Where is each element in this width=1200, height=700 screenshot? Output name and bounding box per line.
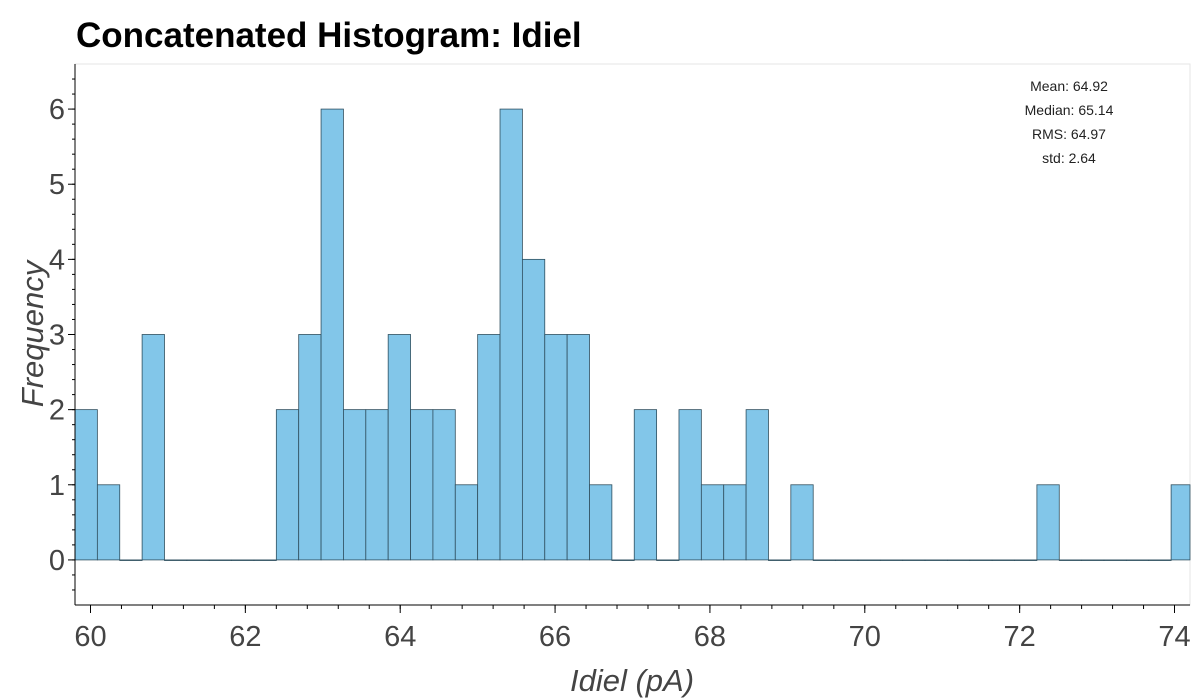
- histogram-bar: [700, 484, 725, 561]
- histogram-bar: [969, 559, 993, 561]
- histogram-bar: [96, 484, 121, 561]
- histogram-bar: [656, 559, 680, 561]
- histogram-bar: [991, 559, 1015, 561]
- histogram-bar: [186, 559, 210, 561]
- stats-line: Median: 65.14: [1025, 102, 1114, 118]
- histogram-bar: [678, 409, 702, 561]
- histogram-bar: [1103, 559, 1127, 561]
- y-tick-label: 1: [49, 470, 65, 502]
- histogram-bar: [231, 559, 255, 561]
- histogram-bar: [365, 409, 389, 561]
- histogram-bar: [521, 258, 546, 561]
- histogram-bar: [432, 409, 456, 561]
- histogram-bar: [1125, 559, 1150, 561]
- histogram-bar: [745, 409, 769, 561]
- y-tick-label: 5: [49, 169, 65, 201]
- x-tick-label: 70: [849, 621, 881, 653]
- histogram-bar: [835, 559, 859, 561]
- stats-line: std: 2.64: [1042, 150, 1096, 166]
- x-tick-label: 72: [1004, 621, 1036, 653]
- histogram-bar: [902, 559, 926, 561]
- histogram-bar: [1014, 559, 1038, 561]
- histogram-bar: [499, 108, 523, 561]
- x-tick-label: 68: [694, 621, 726, 653]
- histogram-bar: [611, 559, 635, 561]
- histogram-bar: [343, 409, 367, 561]
- histogram-bar: [924, 559, 948, 561]
- histogram-bar: [119, 559, 143, 561]
- histogram-bar: [723, 484, 747, 561]
- histogram-bar: [253, 559, 277, 561]
- histogram-bar: [454, 484, 479, 561]
- chart-title: Concatenated Histogram: Idiel: [76, 16, 582, 55]
- x-tick-label: 64: [384, 621, 416, 653]
- histogram-bar: [566, 334, 590, 561]
- histogram-bar: [857, 559, 881, 561]
- histogram-bar: [768, 559, 792, 561]
- histogram-bar: [1036, 484, 1060, 561]
- histogram-bar: [1081, 559, 1105, 561]
- histogram-bar: [589, 484, 613, 561]
- y-tick-label: 0: [49, 545, 65, 577]
- histogram-bar: [208, 559, 232, 561]
- y-tick-label: 4: [49, 244, 65, 276]
- histogram-bar: [298, 334, 322, 561]
- histogram-bar: [879, 559, 904, 561]
- stats-line: Mean: 64.92: [1030, 78, 1108, 94]
- histogram-bar: [275, 409, 300, 561]
- histogram-bar: [320, 108, 344, 561]
- axes-group: 0 1 2 3 4 5 6 60 62 64 66 68 70 72 74: [49, 64, 1191, 653]
- histogram-bar: [387, 334, 411, 561]
- histogram-bar: [477, 334, 501, 561]
- histogram-bar: [633, 409, 658, 561]
- stats-box: Mean: 64.92 Median: 65.14 RMS: 64.97 std: 2…: [1025, 78, 1114, 166]
- x-axis-label: Idiel (pA): [570, 663, 694, 698]
- bars-group: [74, 108, 1191, 561]
- plot-frame: [74, 63, 1191, 606]
- histogram-bar: [1058, 559, 1083, 561]
- x-tick-label: 62: [229, 621, 261, 653]
- y-tick-label: 3: [49, 320, 65, 352]
- histogram-bar: [947, 559, 971, 561]
- y-axis-label: Frequency: [15, 258, 50, 407]
- x-tick-label: 66: [539, 621, 571, 653]
- histogram-bar: [141, 334, 165, 561]
- y-tick-label: 2: [49, 395, 65, 427]
- y-tick-label: 6: [49, 94, 65, 126]
- histogram-bar: [1148, 559, 1172, 561]
- x-tick-label: 74: [1158, 621, 1190, 653]
- histogram-bar: [544, 334, 568, 561]
- histogram-bar: [812, 559, 836, 561]
- histogram-bar: [790, 484, 814, 561]
- histogram-bar: [410, 409, 434, 561]
- histogram-bar: [1170, 484, 1191, 561]
- histogram-bar: [164, 559, 188, 561]
- stats-line: RMS: 64.97: [1032, 126, 1106, 142]
- x-tick-label: 60: [74, 621, 106, 653]
- histogram-bar: [74, 409, 98, 561]
